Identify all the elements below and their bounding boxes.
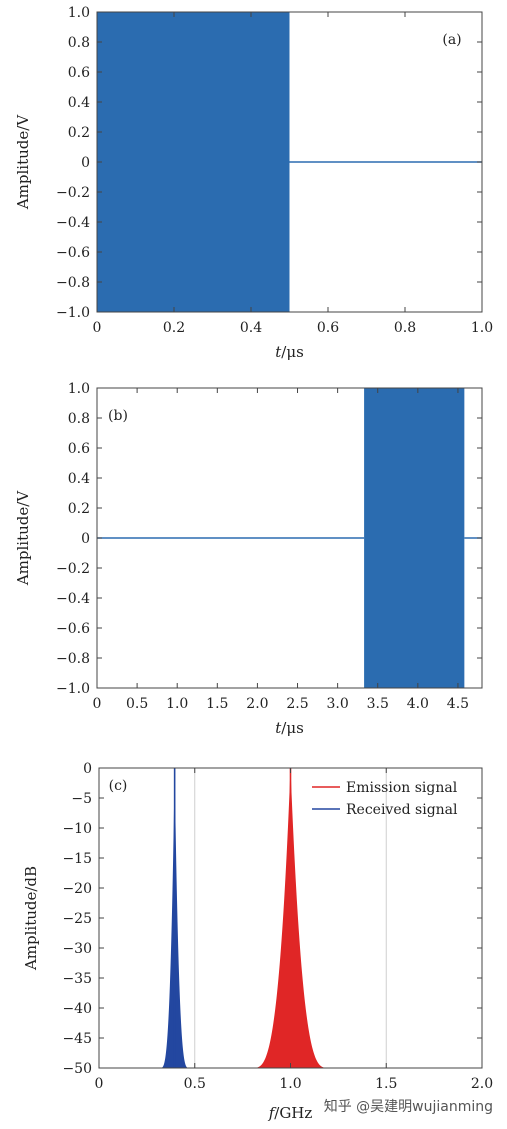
panel-c-chart: 0 0.5 1.0 1.5 2.0 0 −5 −10 −15 −20 −25 −30 −35 −40 −45…	[22, 761, 493, 1122]
x-tick-label: 0	[93, 696, 102, 712]
y-tick-label: 0	[83, 761, 92, 777]
y-tick-label: 0.8	[68, 411, 90, 427]
y-tick-label: −30	[62, 941, 92, 957]
x-tick-label: 0.6	[317, 320, 339, 336]
y-tick-label: 0	[81, 531, 90, 547]
panel-label: (b)	[108, 408, 128, 424]
y-tick-label: 1.0	[68, 5, 90, 21]
x-tick-label: 0	[95, 1076, 104, 1092]
x-axis-label: f/GHz	[268, 1104, 313, 1122]
x-tick-label: 1.0	[279, 1076, 301, 1092]
y-tick-label: −0.4	[56, 215, 90, 231]
x-tick-label: 3.5	[367, 696, 389, 712]
y-tick-label: −0.6	[56, 621, 90, 637]
y-axis-label: Amplitude/V	[14, 114, 32, 210]
y-tick-label: −1.0	[56, 305, 90, 321]
watermark-text: 知乎 @吴建明wujianming	[324, 1098, 493, 1115]
y-tick-label: 0.6	[68, 441, 90, 457]
y-tick-label: 0.2	[68, 125, 90, 141]
x-tick-label: 3.0	[326, 696, 348, 712]
x-tick-label: 0	[93, 320, 102, 336]
signal-burst	[97, 12, 290, 312]
x-axis-label: t/μs	[275, 719, 304, 737]
x-tick-label: 1.5	[375, 1076, 397, 1092]
x-tick-label: 1.5	[206, 696, 228, 712]
legend-entry: Received signal	[346, 802, 458, 818]
signal-burst	[364, 388, 465, 688]
y-tick-label: −25	[62, 911, 92, 927]
y-tick-label: −0.2	[56, 561, 90, 577]
x-tick-label: 0.5	[184, 1076, 206, 1092]
panel-b-chart: 0 0.5 1.0 1.5 2.0 2.5 3.0 3.5 4.0 4.5 1.0 0.8 0.6 0.4…	[14, 381, 483, 737]
y-tick-label: −45	[62, 1031, 92, 1047]
x-tick-label: 0.5	[126, 696, 148, 712]
x-tick-label: 4.0	[407, 696, 429, 712]
x-tick-label: 0.4	[240, 320, 262, 336]
y-tick-label: 0.4	[68, 471, 90, 487]
y-tick-label: −40	[62, 1001, 92, 1017]
y-tick-label: −0.4	[56, 591, 90, 607]
panel-label: (a)	[442, 32, 461, 48]
y-tick-label: −1.0	[56, 681, 90, 697]
x-tick-label: 0.8	[394, 320, 416, 336]
x-tick-label: 1.0	[471, 320, 493, 336]
y-tick-label: −0.8	[56, 275, 90, 291]
y-tick-label: 0.8	[68, 35, 90, 51]
legend-entry: Emission signal	[346, 780, 458, 796]
y-tick-label: −15	[62, 851, 92, 867]
x-tick-label: 1.0	[166, 696, 188, 712]
y-tick-label: −20	[62, 881, 92, 897]
y-tick-label: −5	[71, 791, 92, 807]
x-tick-label: 2.5	[286, 696, 308, 712]
y-axis-label: Amplitude/dB	[22, 866, 40, 971]
x-tick-label: 2.0	[246, 696, 268, 712]
y-tick-label: 0.6	[68, 65, 90, 81]
panel-a-chart: 0 0.2 0.4 0.6 0.8 1.0 1.0 0.8 0.6 0.4 0.2 0 −0.2 −0.4…	[14, 5, 493, 361]
y-tick-label: 0	[81, 155, 90, 171]
y-tick-label: −0.8	[56, 651, 90, 667]
y-tick-label: 0.2	[68, 501, 90, 517]
y-tick-label: −35	[62, 971, 92, 987]
x-tick-label: 4.5	[447, 696, 469, 712]
x-tick-label: 0.2	[163, 320, 185, 336]
y-tick-label: 0.4	[68, 95, 90, 111]
y-tick-label: −0.2	[56, 185, 90, 201]
y-tick-label: −50	[62, 1061, 92, 1077]
y-tick-label: −10	[62, 821, 92, 837]
panel-label: (c)	[109, 778, 128, 794]
x-tick-label: 2.0	[471, 1076, 493, 1092]
y-tick-label: −0.6	[56, 245, 90, 261]
x-axis-label: t/μs	[275, 343, 304, 361]
y-axis-label: Amplitude/V	[14, 490, 32, 586]
y-tick-label: 1.0	[68, 381, 90, 397]
